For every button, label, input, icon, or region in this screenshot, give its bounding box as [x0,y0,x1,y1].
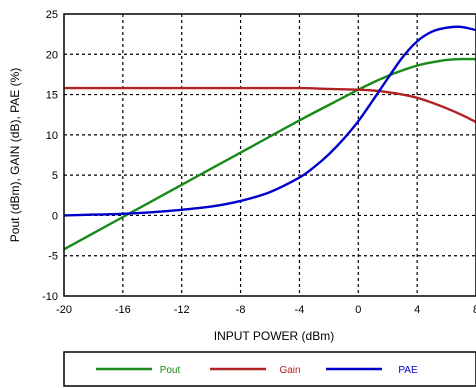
x-tick-label: -8 [236,304,246,316]
x-axis-label: INPUT POWER (dBm) [214,329,334,343]
legend: Pout Gain PAE [63,351,476,387]
series-layer [64,25,476,251]
series-line-pae [64,25,476,217]
legend-label-pae: PAE [398,365,418,376]
x-tick-label: -16 [115,304,131,316]
legend-label-gain: Gain [279,365,300,376]
y-tick-label: 10 [46,130,58,142]
legend-label-pout: Pout [160,365,181,376]
y-tick-label: 25 [46,9,58,21]
y-tick-label: 20 [46,49,58,61]
x-tick-label: -12 [174,304,190,316]
grid [64,14,476,296]
plot-frame [63,13,476,297]
x-tick-label: 0 [355,304,361,316]
series-line-pout [64,57,476,251]
series-line-gain [64,86,476,124]
y-tick-label: 5 [52,170,58,182]
y-tick-label: 15 [46,90,58,102]
x-tick-label: -4 [295,304,305,316]
y-axis-label: Pout (dBm), GAIN (dB), PAE (%) [8,68,22,242]
y-tick-label: -5 [48,251,58,263]
y-tick-label: -10 [42,291,58,303]
x-tick-label: 8 [473,304,476,316]
y-tick-label: 0 [52,210,58,222]
ticks: -20 -16 -12 -8 -4 0 4 8 -10 -5 0 5 10 15 20 25 [42,9,476,316]
x-tick-label: 4 [414,304,420,316]
x-tick-label: -20 [56,304,72,316]
